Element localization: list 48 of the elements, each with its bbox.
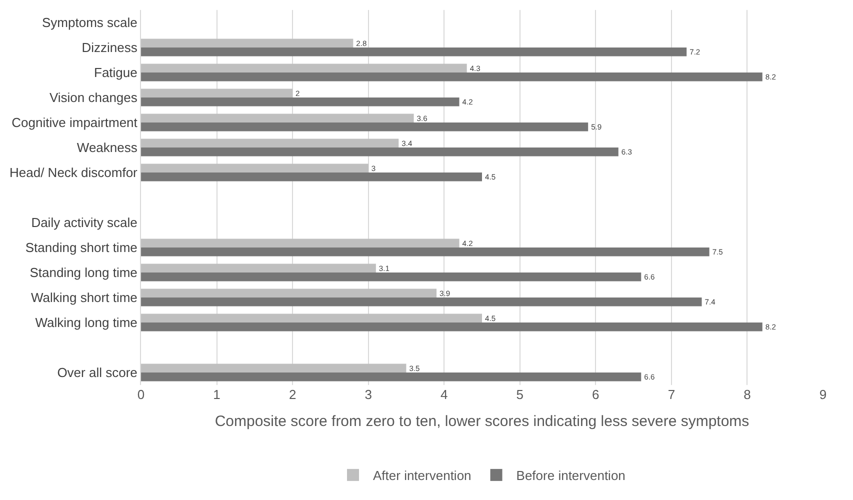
x-tick-label: 7: [668, 387, 676, 402]
y-tick-label: Cognitive impairtment: [12, 115, 138, 130]
x-tick-label: 9: [819, 387, 827, 402]
y-tick-label: Vision changes: [49, 90, 138, 106]
x-tick-label: 1: [213, 387, 220, 402]
x-tick-label: 8: [744, 387, 751, 402]
y-tick-label: Standing short time: [25, 240, 138, 256]
bar: [141, 298, 702, 306]
bar: [141, 272, 642, 282]
bar: [141, 72, 762, 82]
y-tick-label: Walking short time: [30, 290, 138, 306]
bar: [141, 264, 376, 272]
bar: [141, 172, 482, 182]
x-tick-label: 3: [364, 387, 372, 402]
y-tick-label: Over all score: [57, 365, 138, 380]
bar: [141, 38, 354, 48]
bar: [141, 48, 687, 56]
bar: [141, 248, 710, 256]
bar: [141, 64, 467, 72]
bar: [141, 148, 618, 156]
y-tick-label: Daily activity scale: [31, 215, 138, 230]
bar: [141, 138, 399, 148]
x-tick-label: 4: [440, 387, 448, 402]
bar: [141, 88, 293, 98]
bar: [141, 322, 762, 332]
x-tick-label: 0: [137, 387, 145, 402]
bar: [141, 164, 368, 172]
x-axis-title: Composite score from zero to ten, lower scores indicating less severe symptoms: [214, 413, 750, 430]
bar: [141, 98, 460, 106]
y-tick-label: Standing long time: [30, 265, 138, 280]
y-tick-label: Dizziness: [82, 40, 138, 56]
x-tick-label: 2: [288, 387, 296, 402]
y-tick-label: Fatigue: [94, 65, 138, 80]
y-tick-label: Weakness: [76, 140, 138, 156]
legend-label: After intervention: [373, 468, 472, 484]
y-tick-label: Walking long time: [35, 315, 138, 330]
legend-label: Before intervention: [516, 468, 626, 484]
y-tick-label: Head/ Neck discomfor: [10, 165, 138, 180]
bar: [141, 372, 642, 382]
bar: [141, 238, 460, 248]
x-tick-label: 6: [592, 387, 600, 402]
bar: [141, 122, 588, 132]
y-tick-label: Symptoms scale: [42, 15, 138, 30]
bar: [141, 114, 414, 122]
bar: [141, 364, 406, 372]
bar: [141, 314, 482, 322]
bar: [141, 288, 437, 298]
x-tick-label: 5: [516, 387, 524, 402]
